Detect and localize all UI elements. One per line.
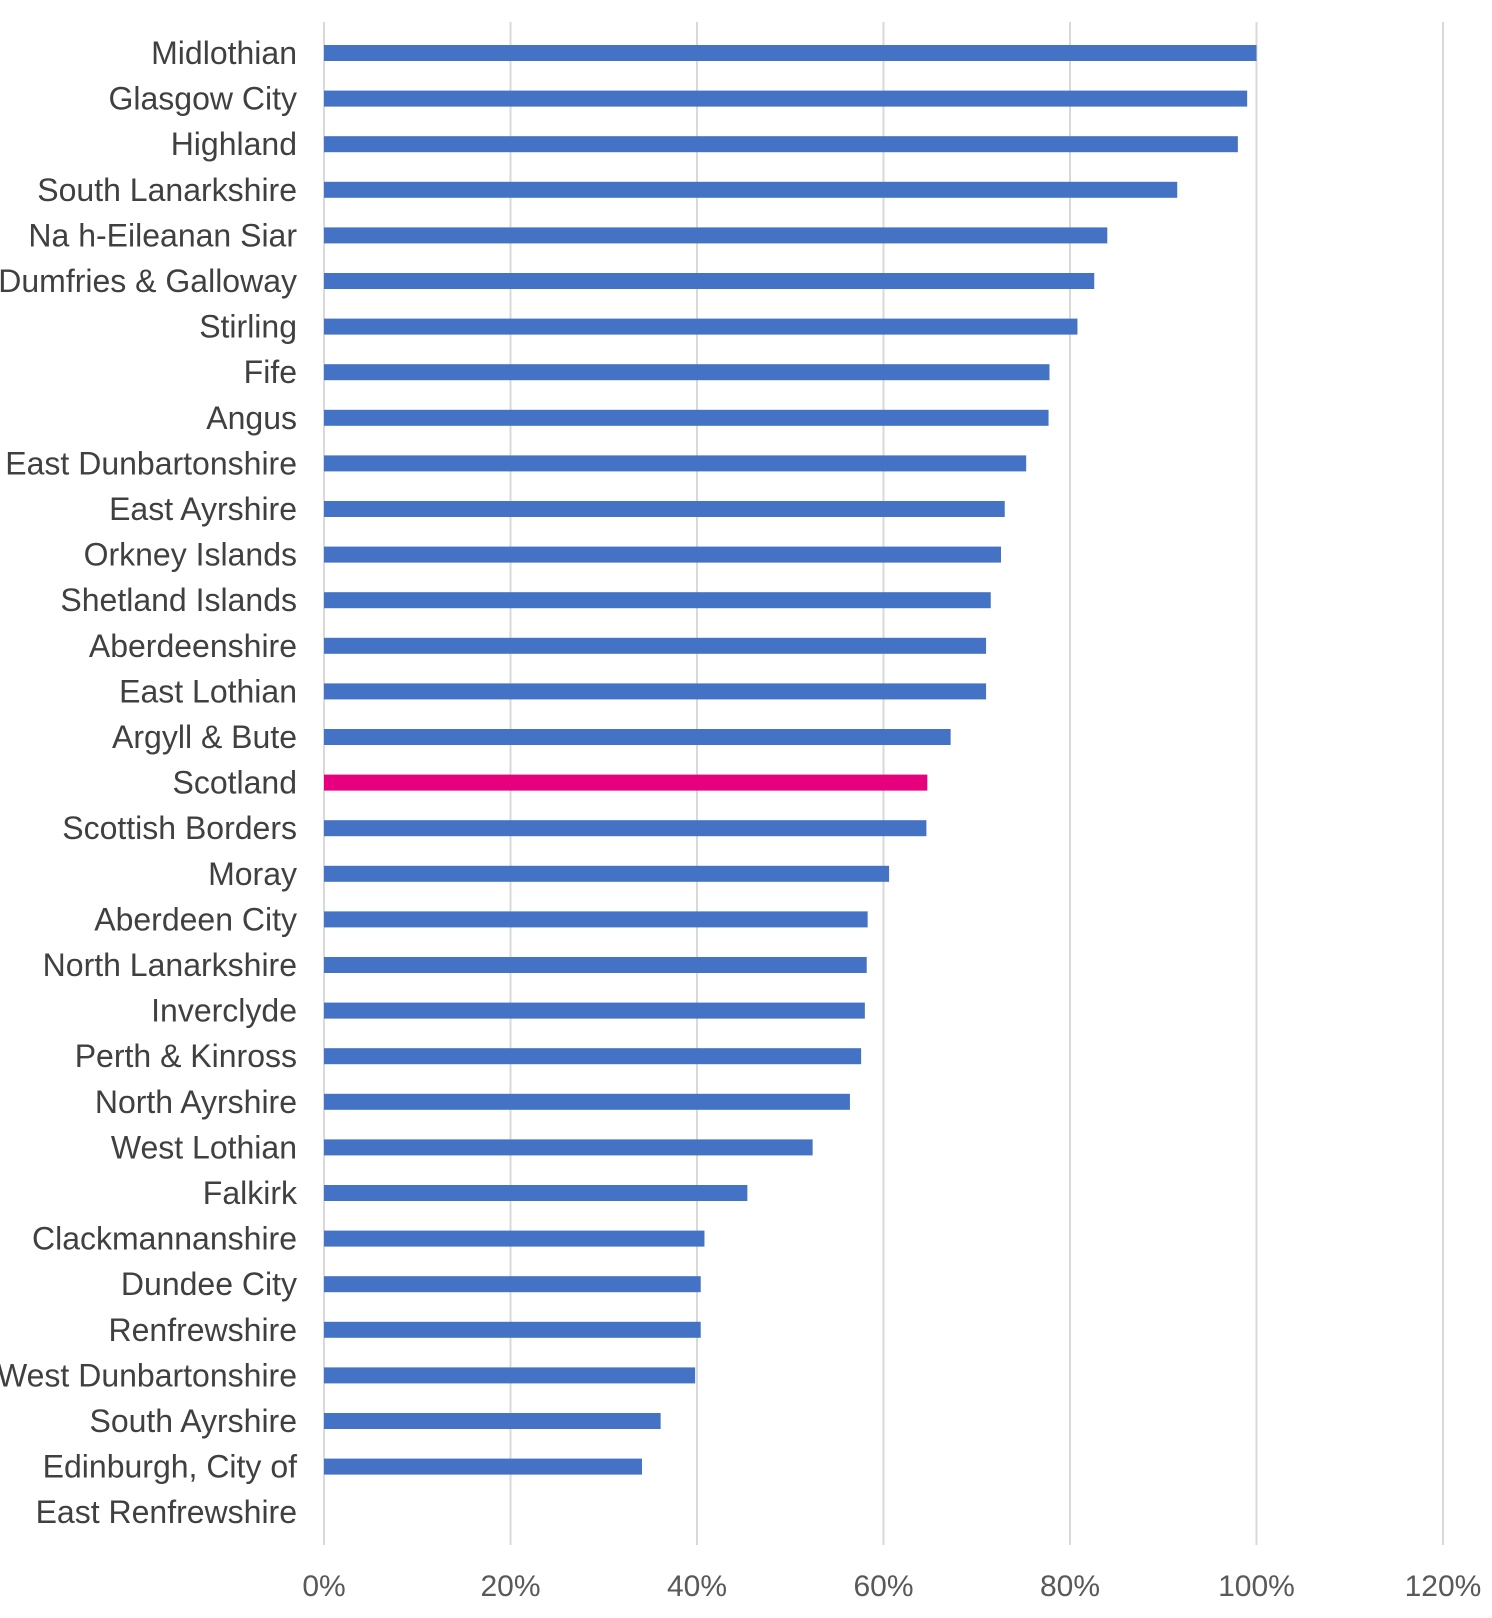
category-label: Fife: [244, 354, 297, 390]
bar-south-ayrshire: [324, 1413, 661, 1429]
bar-south-lanarkshire: [324, 181, 1178, 198]
category-label: Angus: [206, 400, 297, 436]
category-label: Stirling: [199, 309, 297, 345]
category-label: Glasgow City: [109, 81, 298, 117]
bar-dumfries-galloway: [324, 273, 1095, 289]
bar-west-lothian: [324, 1139, 813, 1156]
category-label: Highland: [171, 126, 297, 162]
category-label: Inverclyde: [151, 993, 297, 1029]
category-label: Shetland Islands: [60, 582, 297, 618]
category-label: Clackmannanshire: [32, 1221, 297, 1257]
bar-aberdeen-city: [324, 911, 868, 928]
category-label: South Ayrshire: [89, 1403, 297, 1439]
bar-north-ayrshire: [324, 1093, 850, 1110]
category-label: North Lanarkshire: [43, 947, 297, 983]
bar-falkirk: [324, 1185, 748, 1201]
bars: [324, 45, 1257, 1475]
x-tick-label: 120%: [1405, 1570, 1482, 1603]
category-label: Falkirk: [203, 1175, 298, 1211]
bar-clackmannanshire: [324, 1230, 705, 1247]
category-label: East Lothian: [119, 673, 297, 709]
bar-dundee-city: [324, 1276, 701, 1293]
category-label: Dundee City: [121, 1266, 297, 1302]
category-label: South Lanarkshire: [37, 172, 297, 208]
category-label: East Ayrshire: [109, 491, 297, 527]
bar-moray: [324, 865, 890, 882]
x-tick-label: 60%: [853, 1570, 913, 1603]
bar-renfrewshire: [324, 1321, 701, 1338]
category-label: Argyll & Bute: [112, 719, 297, 755]
category-label: Moray: [208, 856, 297, 892]
category-label: West Dunbartonshire: [0, 1357, 297, 1393]
bar-perth-kinross: [324, 1048, 862, 1065]
bar-highland: [324, 136, 1238, 153]
category-labels: Midlothian Glasgow City Highland South Lana…: [0, 35, 298, 1530]
x-axis-tick-labels: 0% 20% 40% 60% 80% 100% 120%: [302, 1570, 1481, 1603]
category-label: Edinburgh, City of: [43, 1449, 297, 1485]
bar-glasgow-city: [324, 90, 1248, 107]
category-label: North Ayrshire: [95, 1084, 297, 1120]
category-label: Midlothian: [151, 35, 297, 71]
category-label: Aberdeen City: [94, 901, 297, 937]
bar-scottish-borders: [324, 820, 927, 837]
bar-aberdeenshire: [324, 637, 987, 654]
bar-east-ayrshire: [324, 501, 1005, 517]
bar-orkney-islands: [324, 546, 1001, 563]
bar-argyll-bute: [324, 729, 951, 745]
category-label: Scottish Borders: [62, 810, 297, 846]
category-label: West Lothian: [111, 1129, 297, 1165]
x-tick-label: 100%: [1218, 1570, 1295, 1603]
category-label: Renfrewshire: [108, 1312, 297, 1348]
category-label: Perth & Kinross: [75, 1038, 297, 1074]
bar-north-lanarkshire: [324, 957, 867, 973]
category-label: East Renfrewshire: [36, 1494, 297, 1530]
category-label: Orkney Islands: [84, 537, 297, 573]
category-label: Dumfries & Galloway: [0, 263, 297, 299]
bar-west-dunbartonshire: [324, 1367, 696, 1384]
bar-east-dunbartonshire: [324, 455, 1027, 472]
x-tick-label: 20%: [480, 1570, 540, 1603]
category-label: Aberdeenshire: [89, 628, 297, 664]
bar-scotland: [324, 774, 928, 791]
category-label: Na h-Eileanan Siar: [28, 217, 297, 253]
x-tick-label: 40%: [667, 1570, 727, 1603]
bar-fife: [324, 364, 1050, 381]
bar-edinburgh-city-of: [324, 1458, 642, 1475]
bar-stirling: [324, 318, 1078, 335]
bar-shetland-islands: [324, 592, 991, 609]
bar-east-lothian: [324, 683, 987, 700]
bar-na-h-eileanan-siar: [324, 227, 1108, 244]
bar-inverclyde: [324, 1002, 865, 1019]
x-tick-label: 0%: [302, 1570, 345, 1603]
category-label: Scotland: [172, 765, 297, 801]
bar-midlothian: [324, 45, 1257, 61]
category-label: East Dunbartonshire: [5, 445, 297, 481]
x-tick-label: 80%: [1040, 1570, 1100, 1603]
bar-angus: [324, 409, 1049, 426]
